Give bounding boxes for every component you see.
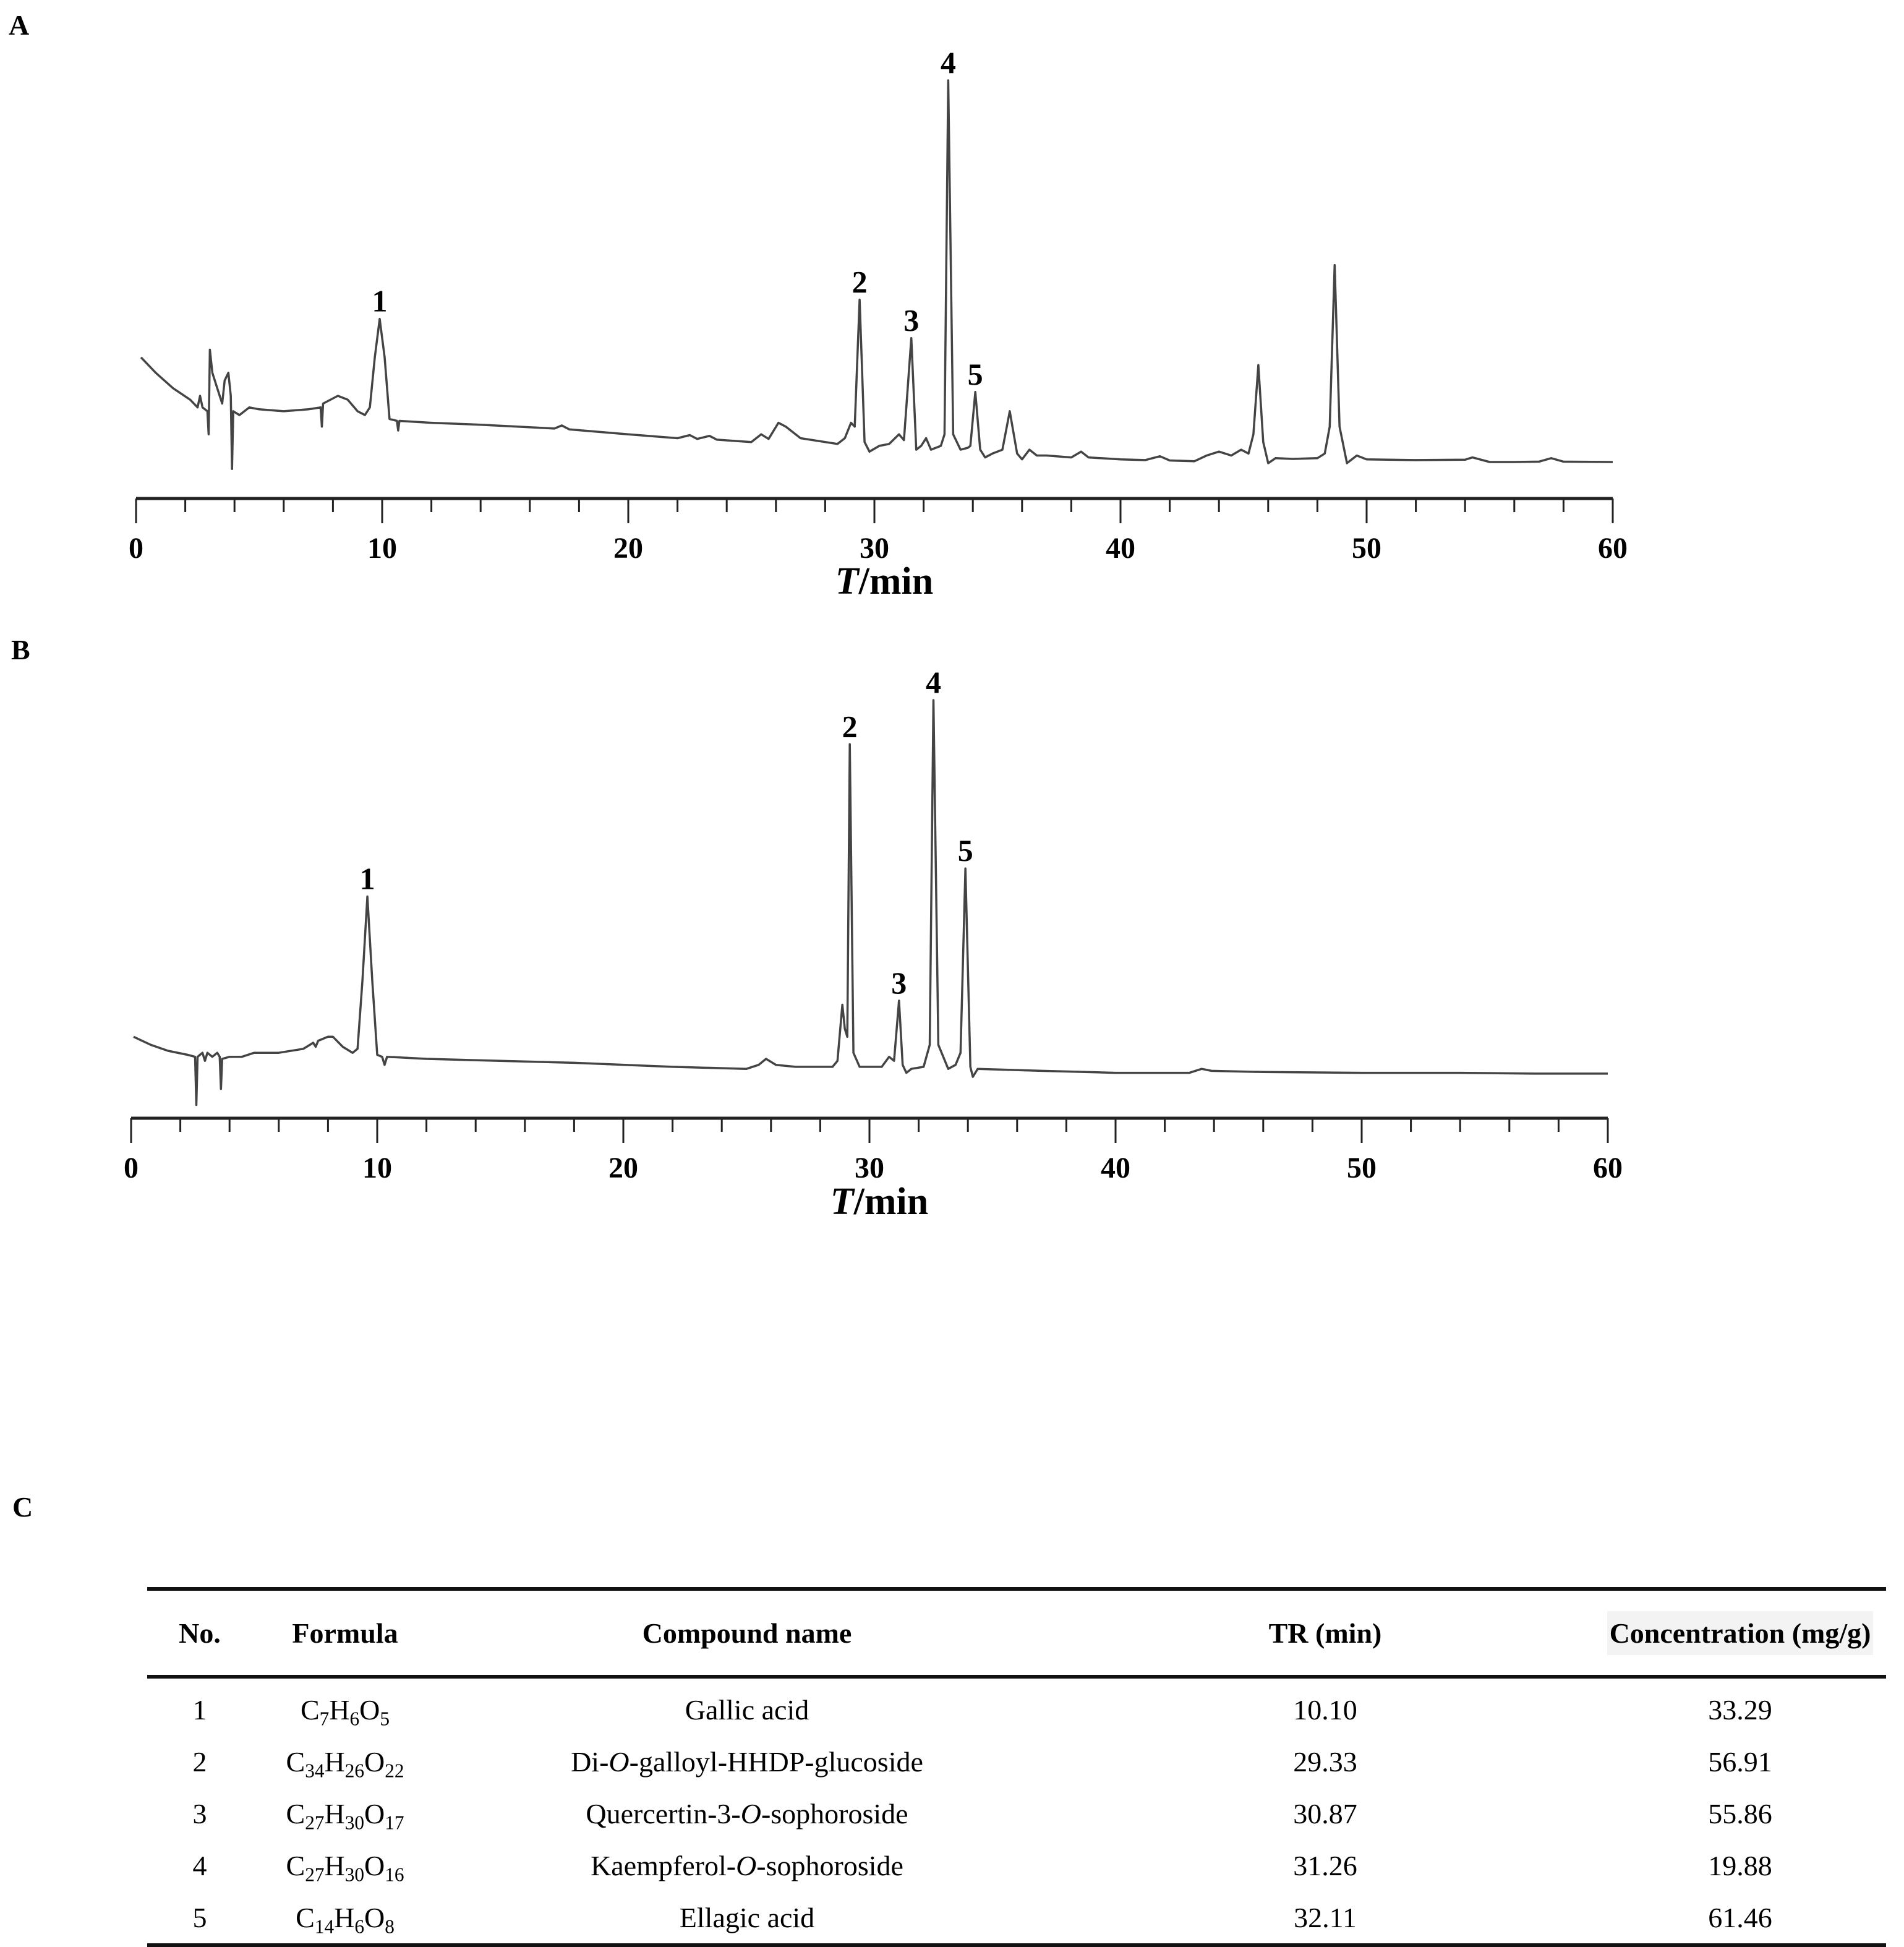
- header-concentration-label: Concentration (mg/g): [1607, 1611, 1874, 1655]
- chromatogram-trace: [140, 79, 1613, 470]
- table-row: 1 C7H6O5 Gallic acid 10.10 33.29: [147, 1677, 1886, 1735]
- peak-label-4: 4: [941, 45, 956, 80]
- chromatogram-b: 0 10 20 30 40 50 60 1 2 3 4 5: [124, 665, 1623, 1184]
- x-tick-label: 40: [1106, 532, 1135, 565]
- x-axis-title-a: T/min: [761, 560, 1008, 604]
- cell-retention-time: 29.33: [1293, 1745, 1357, 1778]
- x-tick-label: 0: [124, 1152, 139, 1184]
- x-tick-label: 10: [362, 1152, 392, 1184]
- panel-label-b: B: [11, 634, 30, 665]
- x-tick-label: 50: [1352, 532, 1381, 565]
- cell-retention-time: 31.26: [1293, 1849, 1357, 1881]
- cell-no: 1: [192, 1693, 207, 1726]
- cell-formula: C34H26O22: [286, 1745, 404, 1781]
- compound-table: No. Formula Compound name TR (min) Conce…: [147, 1587, 1886, 1947]
- peak-label-1: 1: [360, 862, 375, 896]
- panel-label-a: A: [9, 9, 30, 41]
- axis-title-unit: /min: [858, 560, 934, 602]
- cell-concentration: 61.46: [1708, 1901, 1772, 1933]
- cell-no: 2: [192, 1745, 207, 1778]
- peak-label-2: 2: [842, 709, 858, 743]
- cell-formula: C27H30O16: [286, 1849, 404, 1885]
- header-concentration: Concentration (mg/g): [1594, 1589, 1886, 1677]
- cell-concentration: 56.91: [1708, 1745, 1772, 1778]
- header-formula: Formula: [292, 1617, 398, 1649]
- cell-retention-time: 30.87: [1293, 1797, 1357, 1829]
- cell-concentration: 55.86: [1708, 1797, 1772, 1829]
- cell-retention-time: 10.10: [1293, 1693, 1357, 1726]
- peak-label-3: 3: [903, 303, 919, 338]
- header-retention-time: TR (min): [1268, 1617, 1382, 1649]
- x-tick-label: 0: [129, 532, 143, 565]
- peak-label-3: 3: [891, 965, 907, 1000]
- header-compound-name: Compound name: [642, 1617, 852, 1649]
- chromatogram-a: 0 10 20 30 40 50 60 1 2 3 4 5: [129, 45, 1628, 565]
- axis-title-unit: /min: [853, 1181, 929, 1223]
- header-no: No.: [179, 1617, 221, 1649]
- cell-no: 3: [192, 1797, 207, 1829]
- x-tick-label: 30: [855, 1152, 884, 1184]
- x-tick-label: 30: [860, 532, 889, 565]
- cell-compound-name: Quercertin-3-O-sophoroside: [586, 1797, 908, 1829]
- cell-concentration: 19.88: [1708, 1849, 1772, 1881]
- x-axis-title-b: T/min: [756, 1180, 1003, 1224]
- panel-label-c: C: [12, 1491, 33, 1523]
- x-tick-label: 60: [1593, 1152, 1623, 1184]
- x-tick-label: 20: [608, 1152, 638, 1184]
- table-row: 5 C14H6O8 Ellagic acid 32.11 61.46: [147, 1891, 1886, 1945]
- cell-no: 5: [192, 1901, 207, 1933]
- table-body: 1 C7H6O5 Gallic acid 10.10 33.29 2 C34H26O22 Di…: [147, 1677, 1886, 1945]
- cell-formula: C27H30O17: [286, 1797, 404, 1833]
- peak-label-5: 5: [968, 357, 983, 392]
- cell-no: 4: [192, 1849, 207, 1881]
- peak-label-5: 5: [958, 833, 973, 868]
- cell-compound-name: Gallic acid: [685, 1693, 809, 1726]
- cell-compound-name: Kaempferol-O-sophoroside: [591, 1849, 903, 1881]
- x-tick-label: 50: [1347, 1152, 1377, 1184]
- peak-label-1: 1: [372, 284, 388, 319]
- table-header-row: No. Formula Compound name TR (min) Conce…: [147, 1589, 1886, 1677]
- peak-label-4: 4: [926, 665, 941, 700]
- cell-compound-name: Di-O-galloyl-HHDP-glucoside: [571, 1745, 923, 1778]
- table-row: 2 C34H26O22 Di-O-galloyl-HHDP-glucoside 29.…: [147, 1735, 1886, 1787]
- peak-label-2: 2: [852, 265, 868, 299]
- chromatogram-trace: [133, 699, 1608, 1106]
- x-tick-label: 60: [1598, 532, 1628, 565]
- axis-title-italic: T: [830, 1181, 854, 1223]
- table-row: 3 C27H30O17 Quercertin-3-O-sophoroside 30.8…: [147, 1787, 1886, 1839]
- cell-formula: C7H6O5: [300, 1693, 390, 1729]
- x-tick-label: 10: [367, 532, 397, 565]
- cell-concentration: 33.29: [1708, 1693, 1772, 1726]
- cell-retention-time: 32.11: [1294, 1901, 1357, 1933]
- x-tick-label: 20: [613, 532, 643, 565]
- cell-formula: C14H6O8: [296, 1901, 395, 1937]
- table-row: 4 C27H30O16 Kaempferol-O-sophoroside 31.26 1…: [147, 1839, 1886, 1891]
- cell-compound-name: Ellagic acid: [679, 1901, 815, 1933]
- x-tick-label: 40: [1101, 1152, 1130, 1184]
- axis-title-italic: T: [835, 560, 859, 602]
